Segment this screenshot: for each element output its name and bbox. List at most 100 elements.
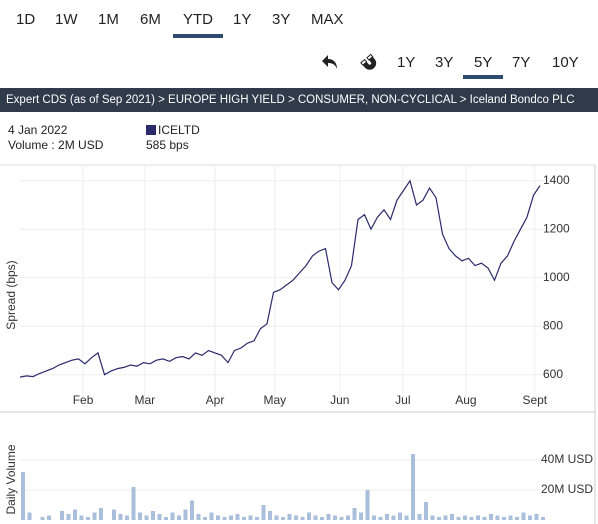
- volume-bar: [528, 515, 532, 520]
- y-axis-label: Spread (bps): [4, 260, 18, 329]
- legend-label: ICELTD: [158, 123, 200, 137]
- legend-entry: ICELTD: [146, 123, 200, 138]
- volume-bar: [450, 514, 454, 520]
- y-tick-label: 800: [543, 318, 563, 332]
- volume-bar: [534, 514, 539, 520]
- period-button[interactable]: 5Y: [474, 54, 493, 71]
- x-tick-label: Feb: [73, 393, 94, 407]
- volume-bar: [469, 517, 474, 520]
- range-button[interactable]: 1Y: [233, 11, 252, 28]
- volume-bar: [320, 517, 324, 520]
- volume-bar: [417, 514, 422, 520]
- volume-bar: [463, 515, 467, 520]
- period-bar: 1Y 3Y 5Y 7Y 10Y: [0, 48, 598, 84]
- volume-bar: [196, 514, 201, 520]
- volume-bar: [183, 509, 188, 520]
- x-tick-label: Jul: [395, 393, 410, 407]
- breadcrumb: Expert CDS (as of Sep 2021) > EUROPE HIG…: [0, 88, 598, 112]
- volume-bar: [229, 515, 233, 520]
- volume-bar: [495, 515, 500, 520]
- volume-bar: [437, 517, 441, 520]
- volume-bar: [21, 472, 25, 520]
- y-tick-label: 1200: [543, 221, 570, 235]
- volume-bar: [313, 515, 318, 520]
- volume-bar: [508, 515, 513, 520]
- volume-bar: [268, 511, 272, 520]
- volume-bar: [541, 517, 545, 520]
- period-button[interactable]: 10Y: [552, 54, 579, 71]
- volume-bar: [235, 514, 240, 520]
- volume-bar: [261, 505, 266, 520]
- volume-bar: [118, 514, 123, 520]
- volume-bar: [60, 511, 64, 520]
- volume-bar: [333, 515, 337, 520]
- volume-bar: [515, 517, 519, 520]
- volume-bar: [190, 500, 194, 520]
- volume-bar: [365, 490, 370, 520]
- volume-bar: [112, 509, 116, 520]
- range-button[interactable]: YTD: [183, 11, 213, 28]
- y-tick-label: 20M USD: [541, 482, 593, 496]
- volume-bar: [281, 517, 285, 520]
- volume-bar: [274, 515, 279, 520]
- x-tick-label: Sept: [522, 393, 547, 407]
- range-button[interactable]: 1M: [98, 11, 119, 28]
- volume-bar: [502, 517, 506, 520]
- volume-bar: [300, 517, 305, 520]
- period-button[interactable]: 3Y: [435, 54, 454, 71]
- volume-bar: [404, 515, 409, 520]
- period-button[interactable]: 1Y: [397, 54, 416, 71]
- volume-bar: [86, 517, 90, 520]
- volume-bar: [391, 515, 396, 520]
- range-button[interactable]: 1D: [16, 11, 36, 28]
- range-button[interactable]: 3Y: [272, 11, 291, 28]
- volume-bar: [203, 517, 207, 520]
- volume-bar: [482, 517, 487, 520]
- volume-bar: [73, 509, 77, 520]
- info-left: 4 Jan 2022 Volume : 2M USD: [8, 123, 103, 153]
- x-tick-label: Jun: [330, 393, 349, 407]
- volume-bar: [157, 514, 162, 520]
- reset-zoom-icon[interactable]: [358, 52, 378, 72]
- volume-bar: [79, 515, 84, 520]
- legend-swatch: [146, 125, 156, 135]
- range-button[interactable]: 1W: [55, 11, 78, 28]
- volume-bar: [346, 515, 350, 520]
- volume-bar: [131, 487, 136, 520]
- volume-bar: [144, 515, 149, 520]
- volume-bar: [378, 517, 383, 520]
- volume-bar: [521, 512, 526, 520]
- info-spread: 585 bps: [146, 138, 189, 152]
- volume-bar: [255, 517, 259, 520]
- volume-bar: [339, 517, 344, 520]
- volume-bar: [411, 454, 415, 520]
- volume-bar: [209, 512, 214, 520]
- volume-bar: [424, 502, 428, 520]
- volume-bar: [138, 512, 142, 520]
- range-button[interactable]: 6M: [140, 11, 161, 28]
- volume-bar: [170, 512, 175, 520]
- info-right: ICELTD 585 bps: [146, 123, 200, 153]
- undo-icon[interactable]: [320, 52, 340, 72]
- volume-bar: [287, 514, 292, 520]
- y-tick-label: 1400: [543, 173, 570, 187]
- volume-bar: [222, 517, 227, 520]
- volume-bar: [248, 515, 253, 520]
- volume-bar: [99, 508, 103, 520]
- range-button[interactable]: MAX: [311, 11, 344, 28]
- x-tick-label: Aug: [455, 393, 476, 407]
- volume-bar: [216, 515, 220, 520]
- volume-bar: [372, 515, 376, 520]
- period-button[interactable]: 7Y: [512, 54, 531, 71]
- volume-bar: [430, 515, 435, 520]
- volume-bar: [125, 515, 129, 520]
- y-tick-label: 1000: [543, 270, 570, 284]
- volume-bar: [456, 517, 461, 520]
- info-date: 4 Jan 2022: [8, 123, 68, 137]
- y-tick-label: 600: [543, 367, 563, 381]
- volume-bar: [385, 514, 389, 520]
- volume-bar: [294, 515, 298, 520]
- volume-bar: [307, 512, 311, 520]
